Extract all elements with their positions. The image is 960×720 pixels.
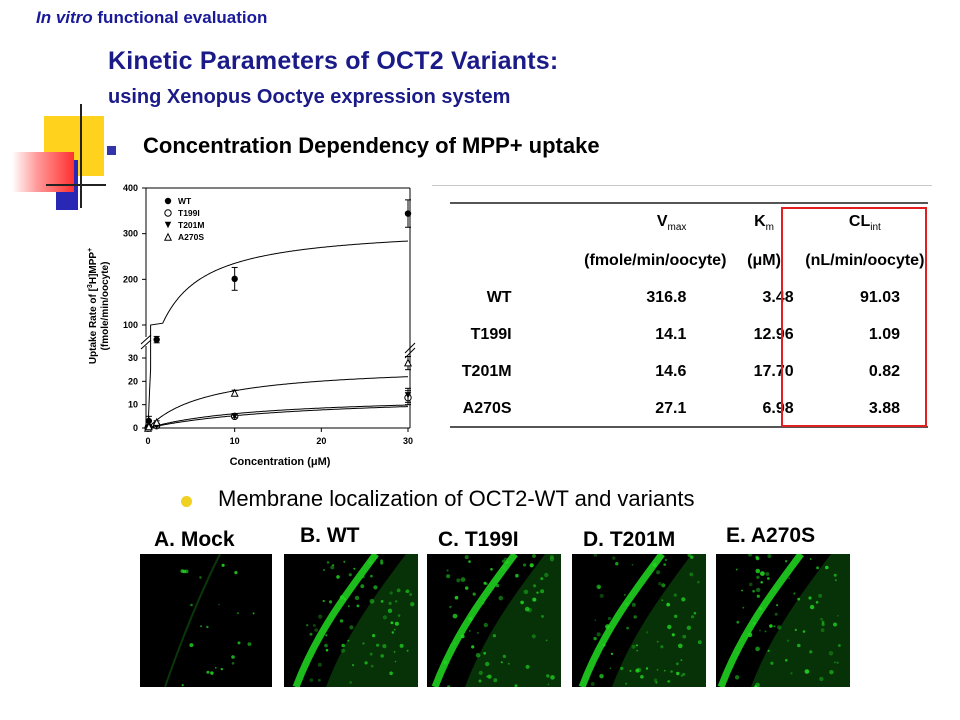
decor-vertical-line bbox=[80, 104, 82, 208]
data-point-a270s bbox=[144, 422, 153, 431]
data-point-wt bbox=[231, 275, 238, 283]
unit-vmax: (fmole/min/oocyte) bbox=[584, 251, 727, 269]
microscopy-image bbox=[140, 554, 272, 687]
data-point-t201m bbox=[231, 413, 238, 420]
fit-line-t201m bbox=[147, 406, 408, 429]
panel-label: E. A270S bbox=[726, 524, 816, 547]
section-heading-localization: Membrane localization of OCT2-WT and var… bbox=[218, 486, 695, 511]
page-subtitle: using Xenopus Ooctye expression system bbox=[108, 86, 511, 108]
panel-label: C. T199I bbox=[438, 528, 519, 551]
header-label: In vitro functional evaluation bbox=[36, 8, 268, 27]
data-point-a270s bbox=[152, 417, 161, 426]
cell-variant: T201M bbox=[461, 362, 512, 380]
fit-line-a270s bbox=[147, 376, 408, 429]
table-row: T199I 14.1 12.96 1.09 bbox=[450, 316, 932, 353]
axis-break-mark bbox=[404, 342, 416, 354]
panel-label: B. WT bbox=[300, 524, 360, 547]
data-point-wt bbox=[404, 210, 412, 217]
kinetics-table-grid: Vmax Km CLint (fmole/min/oocyte) (μM) (n… bbox=[450, 205, 932, 427]
x-tick-label: 10 bbox=[230, 436, 240, 446]
legend-marker bbox=[163, 232, 173, 241]
section-heading-uptake: Concentration Dependency of MPP+ uptake bbox=[143, 133, 600, 158]
table-row: T201M 14.6 17.70 0.82 bbox=[450, 353, 932, 390]
page-title: Kinetic Parameters of OCT2 Variants: bbox=[108, 47, 559, 75]
cell-km: 6.98 bbox=[762, 399, 794, 417]
panel-label: A. Mock bbox=[154, 528, 235, 551]
microscopy-image bbox=[716, 554, 850, 687]
x-axis-label: Concentration (μM) bbox=[230, 456, 331, 468]
legend-label: T201M bbox=[178, 220, 204, 230]
square-bullet-icon bbox=[107, 146, 116, 155]
x-tick-label: 30 bbox=[403, 436, 413, 446]
uptake-chart: 0 10 20 30 100 200 300 400 0 10 20 30 WT T199I T201M A… bbox=[87, 183, 416, 468]
cell-variant: WT bbox=[486, 288, 512, 306]
y-axis-unit-label: (fmole/min/oocyte) bbox=[100, 262, 111, 351]
unit-km: (μM) bbox=[747, 251, 781, 269]
cell-vmax: 14.1 bbox=[655, 325, 687, 343]
table-row: A270S 27.1 6.98 3.88 bbox=[450, 390, 932, 427]
legend-label: A270S bbox=[178, 232, 204, 242]
y-tick-label: 100 bbox=[123, 320, 138, 330]
y-tick-label: 0 bbox=[133, 423, 138, 433]
header-vmax: Vmax bbox=[656, 213, 687, 234]
x-tick-label: 0 bbox=[145, 436, 150, 446]
y-tick-label: 30 bbox=[128, 353, 138, 363]
kinetics-table: Vmax Km CLint (fmole/min/oocyte) (μM) (n… bbox=[432, 185, 932, 435]
x-tick-label: 20 bbox=[316, 436, 326, 446]
axis-break-mark bbox=[140, 334, 152, 345]
cell-km: 3.48 bbox=[762, 288, 794, 306]
data-point-a270s bbox=[230, 388, 239, 397]
unit-clint: (nL/min/oocyte) bbox=[805, 251, 925, 269]
y-tick-label: 200 bbox=[123, 274, 138, 284]
panel-label: D. T201M bbox=[583, 528, 676, 551]
clint-highlight-box bbox=[781, 207, 927, 427]
table-row: WT 316.8 3.48 91.03 bbox=[450, 279, 932, 316]
decor-red-square bbox=[12, 152, 74, 192]
round-bullet-icon bbox=[181, 496, 192, 507]
legend-label: WT bbox=[178, 196, 192, 206]
header-km: Km bbox=[754, 213, 774, 234]
data-point-t201m bbox=[404, 392, 412, 399]
cell-vmax: 316.8 bbox=[646, 288, 687, 306]
data-point-a270s bbox=[403, 358, 413, 367]
y-tick-label: 400 bbox=[123, 183, 138, 193]
y-tick-label: 300 bbox=[123, 229, 138, 239]
header-clint: CLint bbox=[848, 213, 881, 234]
microscopy-image bbox=[572, 554, 706, 687]
cell-km: 17.70 bbox=[753, 362, 794, 380]
fit-line-wt bbox=[147, 240, 409, 429]
cell-vmax: 27.1 bbox=[655, 399, 687, 417]
cell-vmax: 14.6 bbox=[655, 362, 687, 380]
axis-break-mark bbox=[140, 339, 152, 350]
y-tick-label: 10 bbox=[128, 400, 138, 410]
table-top-rule bbox=[432, 185, 932, 186]
cell-km: 12.96 bbox=[753, 325, 794, 343]
cell-clint: 3.88 bbox=[868, 399, 900, 417]
legend-marker bbox=[164, 221, 172, 229]
table-header-rule bbox=[450, 202, 928, 204]
legend-marker bbox=[164, 197, 172, 205]
microscopy-image bbox=[427, 554, 561, 687]
cell-clint: 1.09 bbox=[868, 325, 900, 343]
data-point-wt bbox=[153, 336, 160, 343]
legend-marker bbox=[164, 209, 172, 217]
cell-clint: 0.82 bbox=[868, 362, 900, 380]
cell-variant: A270S bbox=[462, 399, 512, 417]
table-bottom-rule bbox=[450, 426, 928, 428]
decor-horizontal-line bbox=[46, 184, 106, 186]
fit-line-t199i bbox=[147, 404, 408, 429]
cell-clint: 91.03 bbox=[859, 288, 900, 306]
microscopy-image bbox=[284, 554, 418, 687]
y-tick-label: 20 bbox=[128, 376, 138, 386]
data-point-wt bbox=[145, 417, 153, 425]
legend-label: T199I bbox=[178, 208, 200, 218]
cell-variant: T199I bbox=[470, 325, 512, 343]
y-axis-label: Uptake Rate of [3H]MPP+ bbox=[87, 248, 99, 364]
